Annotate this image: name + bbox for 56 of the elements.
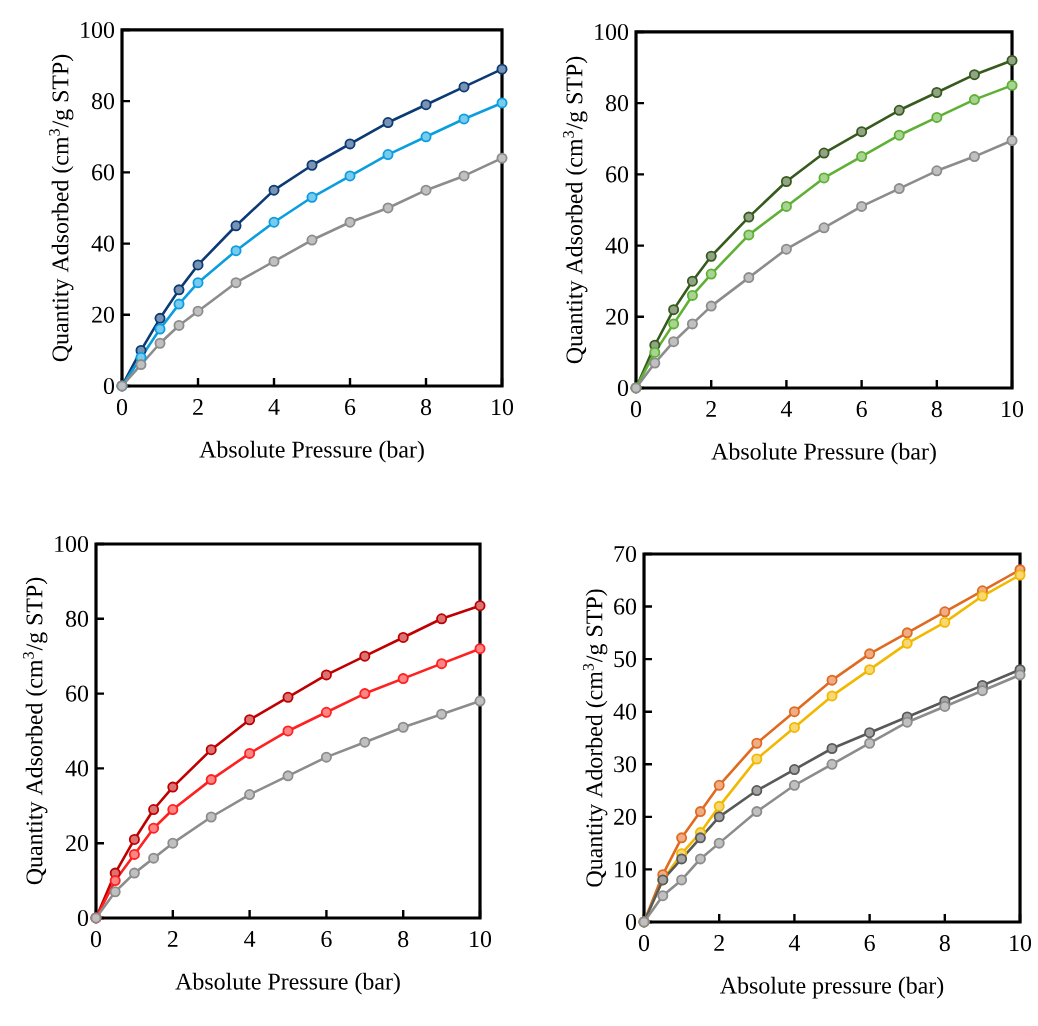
x-tick-label: 2 — [193, 399, 203, 415]
y-tick-label: 100 — [595, 23, 629, 41]
y-tick-label: 0 — [617, 379, 629, 397]
y-tick-label: 10 — [615, 861, 637, 878]
y-tick-label: 0 — [77, 909, 89, 927]
y-tick-label: 70 — [614, 545, 637, 563]
y-axis-title: Quantity Adorbed (cm$^{3}$/g STP) — [582, 589, 608, 887]
y-tick-label: 100 — [55, 535, 89, 553]
x-tick-label: 10 — [470, 931, 492, 948]
y-tick-label: 40 — [65, 760, 89, 777]
x-axis-title: Absolute Pressure (bar) — [175, 972, 400, 995]
y-tick-label: 20 — [614, 808, 637, 825]
x-axis-title: Absolute Pressure (bar) — [711, 442, 936, 465]
x-tick-label: 6 — [321, 931, 332, 948]
y-tick-label: 80 — [605, 95, 629, 112]
x-tick-label: 6 — [864, 935, 875, 952]
y-tick-label: 60 — [606, 166, 629, 183]
x-tick-label: 8 — [939, 935, 950, 952]
x-tick-label: 0 — [116, 399, 128, 416]
x-tick-label: 10 — [492, 399, 514, 416]
y-tick-label: 50 — [614, 651, 637, 668]
y-tick-label: 60 — [66, 685, 89, 702]
y-tick-label: 30 — [614, 756, 637, 773]
y-tick-label: 80 — [91, 93, 115, 110]
y-tick-label: 0 — [103, 377, 115, 395]
y-tick-label: 20 — [606, 308, 629, 325]
x-tick-label: 4 — [788, 935, 801, 951]
y-tick-label: 100 — [81, 21, 115, 39]
y-axis-title: Quantity Adsorbed (cm$^{3}$/g STP) — [49, 54, 74, 362]
x-tick-label: 8 — [398, 931, 409, 948]
x-tick-label: 6 — [345, 399, 356, 416]
x-axis-title: Absolute pressure (bar) — [720, 976, 944, 999]
x-axis-title: Absolute Pressure (bar) — [199, 440, 424, 463]
y-tick-label: 20 — [66, 835, 89, 852]
y-tick-label: 0 — [625, 913, 637, 931]
y-tick-label: 80 — [65, 610, 89, 627]
x-tick-label: 2 — [714, 935, 724, 951]
y-tick-label: 40 — [605, 237, 629, 254]
x-tick-label: 8 — [420, 399, 432, 416]
y-axis-title: Quantity Adsorbed (cm$^{3}$/g STP) — [563, 56, 588, 364]
y-tick-label: 40 — [91, 235, 115, 252]
x-tick-label: 0 — [638, 935, 650, 952]
y-tick-label: 20 — [92, 306, 115, 323]
x-tick-label: 10 — [1010, 935, 1032, 952]
x-tick-label: 2 — [167, 931, 178, 947]
y-axis-title: Quantity Adsorbed (cm$^{3}$/g STP) — [23, 577, 48, 885]
y-tick-label: 60 — [614, 598, 637, 615]
x-tick-label: 2 — [706, 401, 716, 417]
x-tick-label: 4 — [268, 399, 280, 415]
x-tick-label: 8 — [931, 401, 942, 418]
x-tick-label: 10 — [1002, 401, 1024, 418]
x-tick-label: 4 — [244, 931, 256, 947]
y-tick-label: 40 — [613, 703, 637, 720]
x-tick-label: 6 — [856, 401, 867, 418]
x-tick-label: 4 — [780, 401, 793, 417]
y-tick-label: 60 — [92, 164, 115, 181]
